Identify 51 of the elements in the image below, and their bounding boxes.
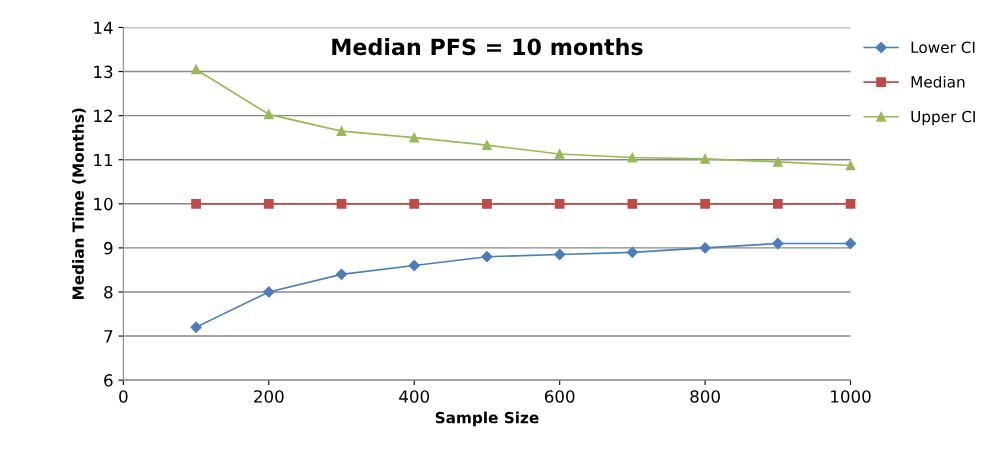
y-axis-title: Median Time (Months) — [72, 108, 86, 300]
point — [772, 237, 784, 250]
point — [627, 198, 638, 209]
point — [845, 160, 856, 171]
point — [627, 152, 638, 163]
point — [482, 140, 492, 151]
y-tick-label: 11 — [94, 153, 113, 167]
point — [626, 246, 638, 258]
point — [408, 259, 420, 272]
point — [335, 268, 348, 280]
y-tick-label: 13 — [94, 65, 113, 79]
x-tick-label: 200 — [254, 390, 284, 403]
point — [481, 251, 493, 263]
y-tick-label: 8 — [104, 285, 113, 299]
chart-title: Median PFS = 10 months — [332, 38, 643, 56]
legend-label: Lower CI — [911, 41, 975, 54]
x-tick-label: 400 — [399, 390, 430, 403]
point — [409, 198, 420, 209]
point — [700, 153, 710, 164]
point — [844, 237, 857, 250]
point — [263, 198, 274, 209]
legend-label: Upper CI — [911, 110, 975, 126]
point — [700, 198, 710, 209]
point — [482, 198, 492, 209]
point — [554, 149, 565, 159]
y-tick-label: 10 — [94, 197, 113, 211]
point — [699, 242, 711, 254]
point — [336, 126, 347, 136]
x-tick-label: 1000 — [831, 390, 871, 403]
point — [772, 157, 783, 167]
y-tick-label: 9 — [104, 241, 113, 255]
y-tick-label: 6 — [104, 374, 113, 387]
point — [263, 109, 274, 120]
point — [554, 198, 565, 209]
y-tick-label: 14 — [94, 21, 113, 34]
point — [409, 132, 420, 143]
x-tick-label: 600 — [544, 390, 575, 403]
point — [772, 198, 783, 209]
point — [336, 198, 347, 209]
point — [845, 198, 856, 209]
point — [191, 64, 201, 75]
x-tick-label: 0 — [119, 390, 128, 403]
x-tick-label: 800 — [690, 390, 720, 403]
y-tick-label: 7 — [104, 330, 113, 343]
point — [191, 198, 201, 209]
point — [190, 321, 202, 333]
y-tick-label: 12 — [94, 109, 112, 122]
legend-label: Median — [911, 75, 965, 88]
x-axis-title: Sample Size — [435, 411, 539, 427]
point — [554, 248, 566, 261]
point — [263, 286, 275, 298]
